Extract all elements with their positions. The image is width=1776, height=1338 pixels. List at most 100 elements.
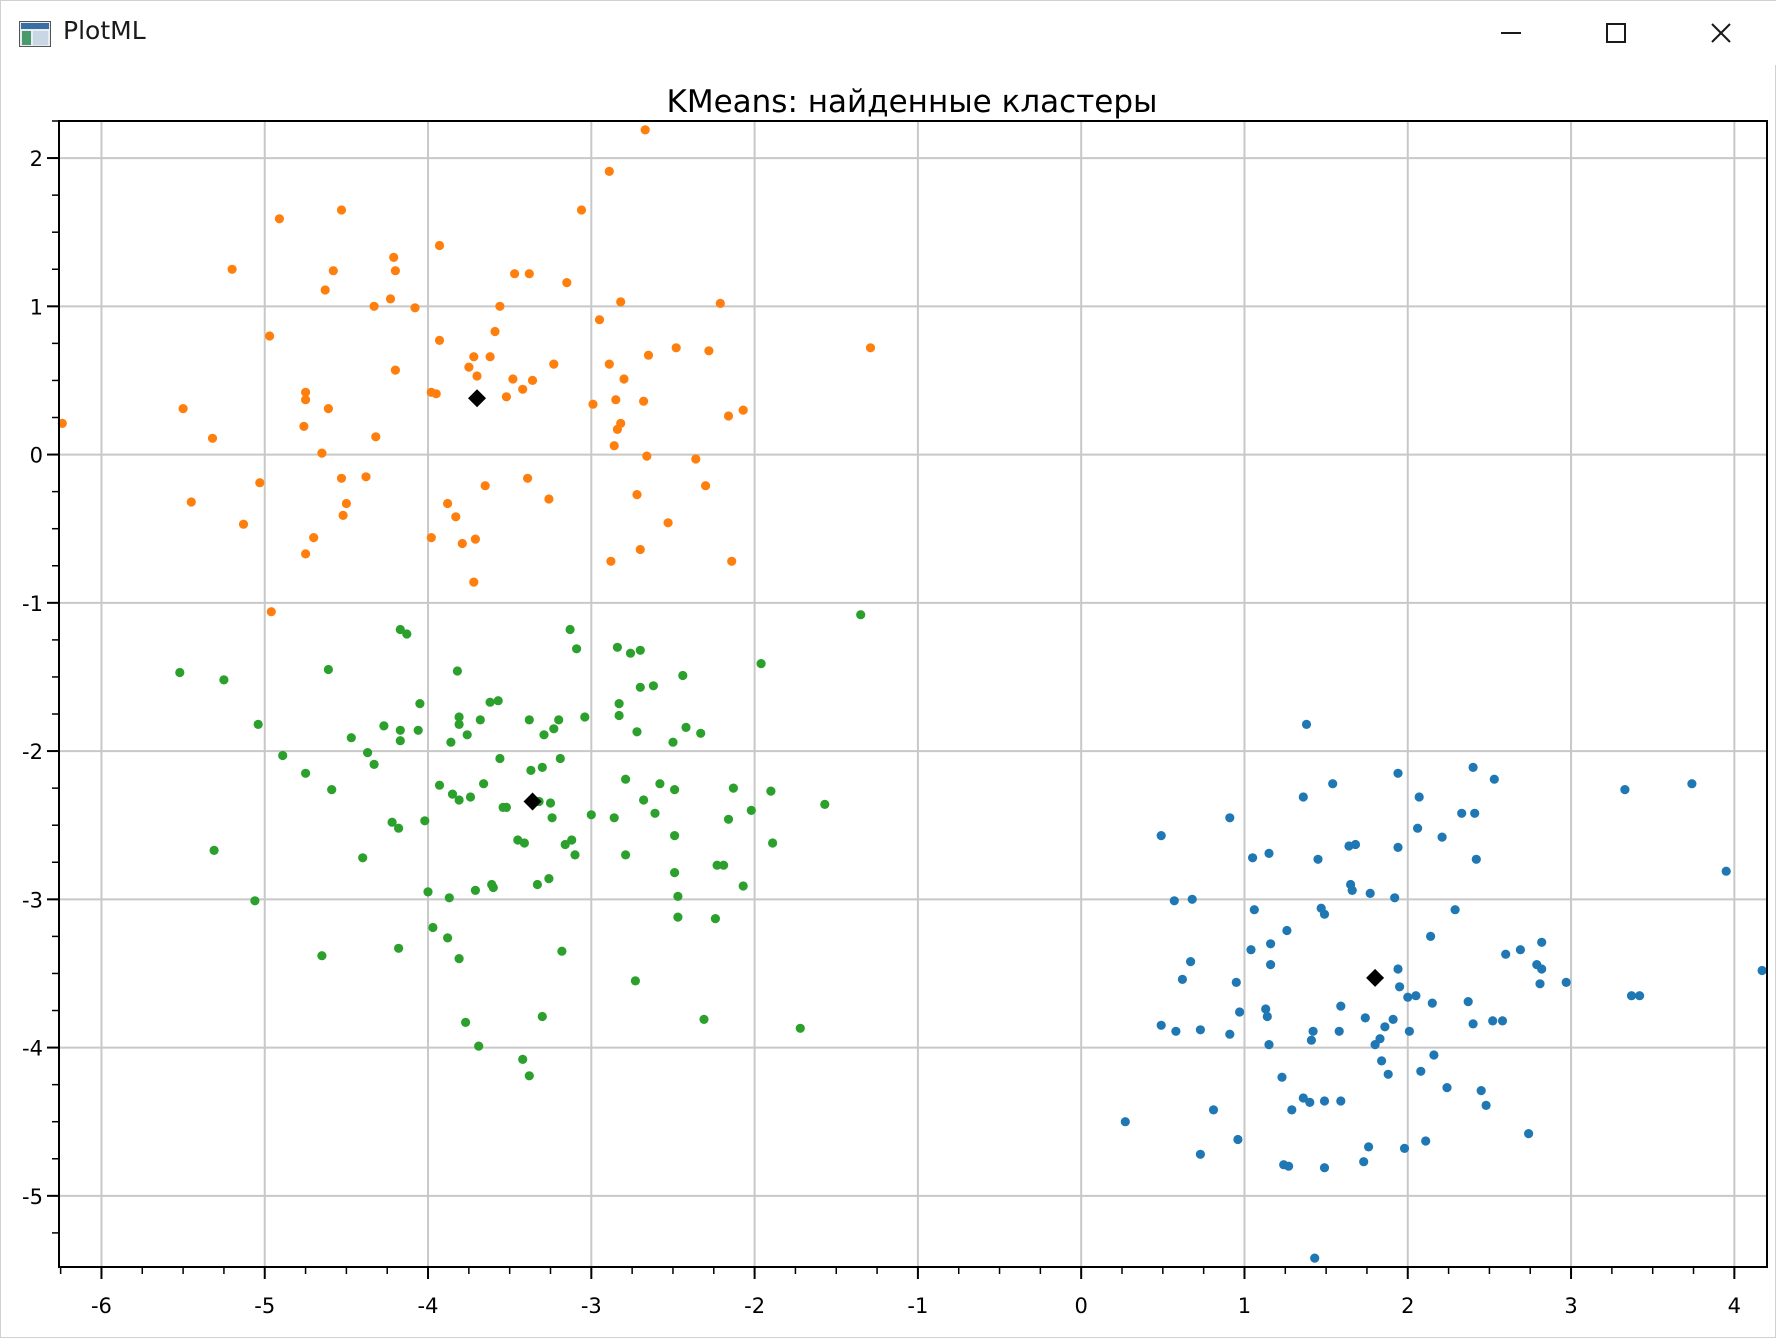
scatter-point [738, 881, 748, 891]
scatter-point [519, 838, 530, 848]
scatter-point [723, 411, 734, 421]
scatter-point [1177, 974, 1187, 985]
scatter-point [856, 610, 866, 620]
scatter-point [336, 205, 347, 215]
scatter-point [606, 556, 616, 566]
minimize-button[interactable] [1459, 1, 1563, 65]
scatter-point [670, 868, 680, 878]
scatter-point [413, 725, 423, 735]
scatter-point [1393, 768, 1403, 778]
x-tick-label: 0 [1074, 1294, 1087, 1318]
scatter-point [668, 737, 678, 747]
scatter-point [611, 395, 621, 405]
scatter-point [545, 798, 556, 808]
x-tick-label: 4 [1728, 1294, 1741, 1318]
close-button[interactable] [1669, 1, 1773, 65]
scatter-point [1334, 1026, 1344, 1036]
scatter-point [723, 814, 734, 824]
scatter-point [549, 724, 559, 734]
scatter-point [301, 768, 311, 778]
scatter-point [410, 303, 420, 313]
scatter-point [1298, 792, 1308, 802]
title-bar[interactable]: PlotML [1, 1, 1776, 65]
scatter-point [635, 682, 645, 692]
scatter-point [1561, 977, 1571, 988]
scatter-point [1120, 1117, 1130, 1127]
scatter-point [369, 759, 379, 770]
scatter-point [454, 712, 464, 722]
scatter-point [227, 264, 237, 274]
scatter-point [323, 404, 333, 414]
y-tick-label: -3 [22, 888, 43, 912]
scatter-point [299, 421, 309, 431]
scatter-point [1308, 1026, 1318, 1036]
chart-app-icon [19, 21, 51, 47]
scatter-point [361, 472, 371, 482]
scatter-point [670, 831, 680, 841]
scatter-point [1301, 719, 1312, 730]
scatter-point [1171, 1026, 1181, 1036]
x-tick-label: -2 [744, 1294, 765, 1318]
scatter-point [691, 454, 701, 464]
maximize-button[interactable] [1564, 1, 1668, 65]
x-tick-label: -5 [254, 1294, 275, 1318]
scatter-point [547, 813, 557, 823]
scatter-point [616, 297, 626, 307]
scatter-point [207, 433, 218, 443]
scatter-point [1687, 779, 1697, 789]
centroid-marker [1366, 968, 1385, 987]
scatter-point [1313, 854, 1323, 864]
scatter-point [317, 951, 327, 961]
scatter-point [1414, 792, 1424, 802]
scatter-point [1481, 1100, 1491, 1110]
scatter-point [1388, 1014, 1398, 1024]
scatter-point [1403, 992, 1413, 1002]
scatter-point [625, 648, 636, 658]
scatter-point [1208, 1105, 1219, 1115]
scatter-point [465, 792, 476, 802]
scatter-point [219, 675, 229, 685]
scatter-point [320, 285, 330, 295]
scatter-point [387, 817, 397, 827]
scatter-point [390, 365, 400, 375]
scatter-point [1501, 949, 1511, 959]
scatter-point [394, 823, 404, 833]
scatter-point [175, 667, 185, 678]
scatter-point [446, 737, 456, 747]
scatter-point [490, 326, 500, 337]
scatter-point [301, 549, 311, 559]
scatter-point [301, 387, 311, 397]
scatter-point [518, 1054, 528, 1064]
scatter-point [1262, 1011, 1272, 1022]
scatter-point [469, 352, 479, 362]
scatter-point [621, 774, 631, 784]
x-tick-label: 1 [1238, 1294, 1251, 1318]
scatter-point [447, 789, 458, 799]
scatter-point [635, 544, 645, 555]
scatter-point [1195, 1149, 1205, 1159]
x-tick-label: 3 [1564, 1294, 1577, 1318]
minor-ticks [47, 120, 1736, 1279]
scatter-point [1266, 960, 1276, 970]
scatter-point [1235, 1007, 1245, 1017]
scatter-point [719, 860, 729, 870]
minimize-icon [1501, 32, 1521, 34]
scatter-point [443, 933, 453, 943]
scatter-point [1156, 831, 1166, 841]
scatter-point [1284, 1161, 1294, 1171]
y-tick-label: 0 [30, 444, 43, 468]
scatter-point [327, 785, 337, 795]
scatter-point [328, 266, 338, 276]
scatter-point [663, 518, 673, 528]
scatter-point [1233, 1134, 1243, 1145]
scatter-point [1336, 1001, 1346, 1011]
scatter-point [1306, 1035, 1316, 1045]
scatter-point [532, 879, 543, 890]
scatter-point [1375, 1034, 1385, 1044]
scatter-point [526, 765, 536, 776]
scatter-point [1620, 785, 1630, 795]
scatter-point [434, 240, 445, 251]
scatter-point [604, 166, 614, 176]
y-tick-label: -1 [22, 592, 43, 616]
